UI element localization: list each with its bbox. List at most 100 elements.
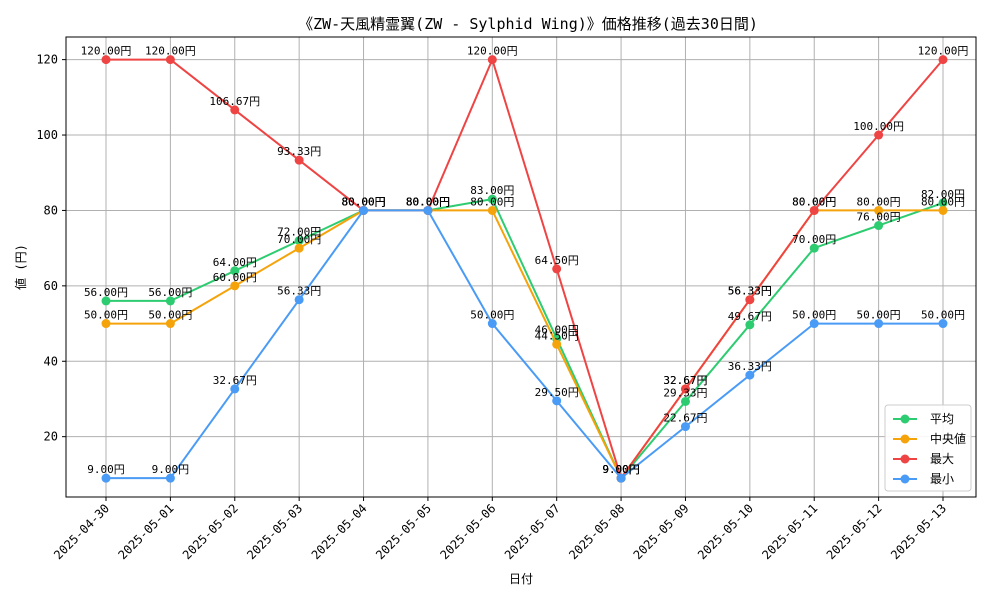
data-point — [809, 243, 819, 253]
y-axis: 20 40 60 80 100 120 — [36, 53, 66, 444]
data-label: 76.00円 — [857, 211, 901, 224]
data-point — [230, 384, 240, 394]
legend-box — [884, 404, 972, 492]
plot-frame — [65, 36, 977, 498]
data-label: 64.50円 — [535, 254, 579, 267]
data-point — [874, 130, 884, 140]
data-point — [745, 320, 755, 330]
data-label: 36.33円 — [728, 360, 772, 373]
data-point — [552, 264, 562, 274]
data-point — [294, 155, 304, 165]
legend-marker — [900, 434, 910, 444]
data-label: 9.00円 — [602, 463, 640, 476]
data-point — [423, 205, 433, 215]
data-label: 120.00円 — [467, 45, 518, 58]
data-label: 120.00円 — [81, 45, 132, 58]
data-label: 50.00円 — [792, 309, 836, 322]
data-point — [165, 296, 175, 306]
y-tick-label: 80 — [44, 203, 58, 217]
data-label: 9.00円 — [602, 463, 640, 476]
legend-label: 中央値 — [930, 431, 966, 446]
data-point — [165, 55, 175, 65]
data-label: 80.00円 — [341, 195, 385, 208]
data-point — [359, 205, 369, 215]
legend-marker — [900, 414, 910, 424]
data-label: 9.00円 — [87, 463, 125, 476]
data-label: 70.00円 — [277, 233, 321, 246]
data-label: 32.67円 — [213, 374, 257, 387]
data-point — [101, 473, 111, 483]
series-group — [101, 55, 948, 483]
data-label: 120.00円 — [918, 45, 969, 58]
data-label: 72.00円 — [277, 226, 321, 239]
legend-marker — [900, 454, 910, 464]
data-label: 80.00円 — [341, 195, 385, 208]
data-point — [809, 205, 819, 215]
legend-label: 平均 — [930, 412, 954, 426]
data-label: 80.00円 — [857, 195, 901, 208]
data-point — [680, 422, 690, 432]
data-point — [745, 370, 755, 380]
data-label: 80.00円 — [341, 195, 385, 208]
data-label: 9.00円 — [602, 463, 640, 476]
data-point — [938, 198, 948, 208]
y-tick-label: 20 — [44, 430, 58, 444]
data-label: 93.33円 — [277, 145, 321, 158]
data-label: 80.00円 — [406, 195, 450, 208]
series-line — [106, 209, 943, 480]
data-point — [487, 55, 497, 65]
data-point — [294, 236, 304, 246]
data-label: 32.67円 — [663, 374, 707, 387]
data-point — [487, 319, 497, 329]
series-line — [106, 198, 944, 480]
data-label: 50.00円 — [148, 309, 192, 322]
data-point — [101, 55, 111, 65]
data-label: 120.00円 — [145, 45, 196, 58]
data-label: 29.33円 — [663, 386, 707, 399]
data-label: 46.00円 — [535, 324, 579, 337]
data-label: 22.67円 — [663, 412, 707, 425]
data-label: 56.33円 — [277, 285, 321, 298]
data-point — [552, 396, 562, 406]
data-label: 82.00円 — [921, 188, 965, 201]
data-label: 60.00円 — [213, 271, 257, 284]
data-point — [938, 319, 948, 329]
y-tick-label: 120 — [36, 53, 58, 67]
data-label: 32.67円 — [663, 374, 707, 387]
data-label: 80.00円 — [792, 195, 836, 208]
y-axis-title: 値 (円) — [13, 244, 28, 290]
data-label: 9.00円 — [152, 463, 190, 476]
data-label: 29.50円 — [535, 386, 579, 399]
data-point — [616, 473, 626, 483]
x-axis-title: 日付 — [509, 572, 533, 586]
data-label: 9.00円 — [602, 463, 640, 476]
data-point — [230, 266, 240, 276]
data-label: 50.00円 — [921, 309, 965, 322]
data-point — [294, 243, 304, 253]
data-label: 56.33円 — [728, 285, 772, 298]
data-point — [552, 339, 562, 349]
data-label: 49.67円 — [728, 310, 772, 323]
chart-title: 《ZW-天風精霊翼(ZW - Sylphid Wing)》価格推移(過去30日間… — [298, 15, 758, 33]
data-point — [294, 295, 304, 305]
data-label: 50.00円 — [857, 309, 901, 322]
data-point — [230, 105, 240, 115]
series-line — [106, 58, 944, 480]
data-label: 44.50円 — [535, 329, 579, 342]
data-point — [165, 473, 175, 483]
data-point — [938, 55, 948, 65]
data-label: 106.67円 — [209, 95, 260, 108]
data-point — [874, 319, 884, 329]
data-label: 80.00円 — [406, 195, 450, 208]
data-label: 80.00円 — [341, 195, 385, 208]
data-point — [680, 384, 690, 394]
legend-label: 最小 — [930, 472, 954, 486]
data-point — [487, 205, 497, 215]
data-point — [680, 396, 690, 406]
data-point — [938, 205, 948, 215]
data-label: 80.00円 — [921, 195, 965, 208]
data-label: 56.00円 — [148, 286, 192, 299]
